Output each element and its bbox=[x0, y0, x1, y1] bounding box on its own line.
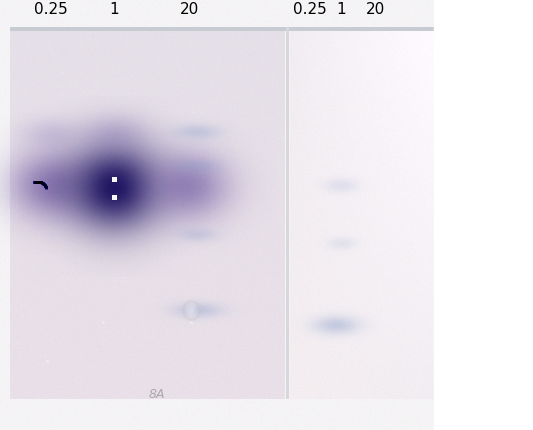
Text: 80: 80 bbox=[466, 126, 486, 141]
Bar bbox=[0, 0, 288, 24]
Text: 8A: 8A bbox=[149, 388, 165, 401]
Text: 46: 46 bbox=[466, 180, 486, 194]
Text: 1: 1 bbox=[336, 2, 346, 17]
Text: 30: 30 bbox=[466, 236, 486, 250]
Text: MW,: MW, bbox=[459, 12, 495, 27]
Text: 20: 20 bbox=[366, 2, 385, 17]
Text: 58: 58 bbox=[466, 160, 486, 175]
Text: 20: 20 bbox=[180, 2, 199, 17]
Text: kDa: kDa bbox=[461, 34, 494, 48]
Text: 0.25: 0.25 bbox=[293, 2, 327, 17]
Bar bbox=[434, 0, 533, 430]
Text: 1: 1 bbox=[110, 2, 119, 17]
Text: 23: 23 bbox=[466, 317, 486, 332]
Text: 0.25: 0.25 bbox=[34, 2, 68, 17]
